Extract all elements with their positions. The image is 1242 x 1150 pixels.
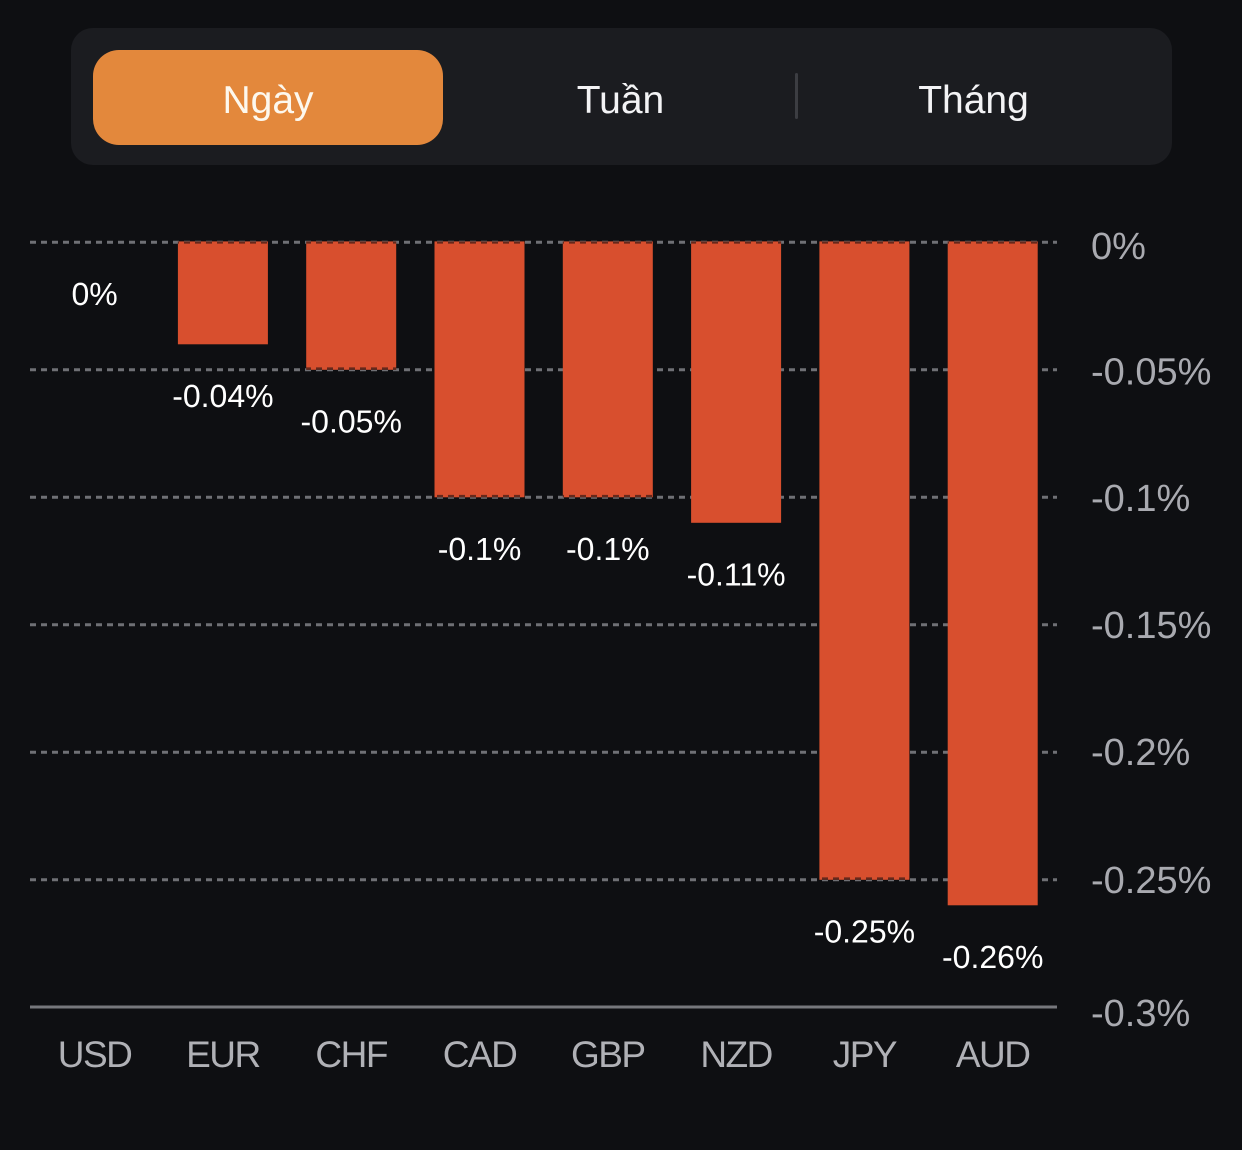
svg-text:-0.3%: -0.3% [1091, 993, 1190, 1035]
svg-text:0%: 0% [71, 276, 117, 312]
svg-text:-0.1%: -0.1% [566, 531, 650, 567]
svg-text:AUD: AUD [956, 1034, 1030, 1075]
svg-text:-0.15%: -0.15% [1091, 605, 1211, 647]
svg-text:-0.05%: -0.05% [1091, 352, 1211, 394]
svg-text:-0.1%: -0.1% [438, 531, 522, 567]
svg-text:CAD: CAD [443, 1034, 517, 1075]
svg-text:NZD: NZD [700, 1034, 772, 1075]
svg-text:USD: USD [58, 1034, 132, 1075]
svg-text:-0.26%: -0.26% [942, 939, 1043, 975]
svg-text:-0.1%: -0.1% [1091, 478, 1190, 520]
svg-text:-0.2%: -0.2% [1091, 732, 1190, 774]
svg-text:-0.25%: -0.25% [1091, 860, 1211, 902]
svg-text:-0.04%: -0.04% [172, 378, 273, 414]
svg-text:-0.25%: -0.25% [814, 914, 915, 950]
svg-text:GBP: GBP [571, 1034, 645, 1075]
svg-text:CHF: CHF [315, 1034, 387, 1075]
svg-text:0%: 0% [1091, 226, 1146, 268]
svg-text:JPY: JPY [833, 1034, 897, 1075]
svg-text:-0.11%: -0.11% [687, 557, 786, 593]
svg-text:-0.05%: -0.05% [301, 404, 402, 440]
svg-text:EUR: EUR [186, 1034, 260, 1075]
